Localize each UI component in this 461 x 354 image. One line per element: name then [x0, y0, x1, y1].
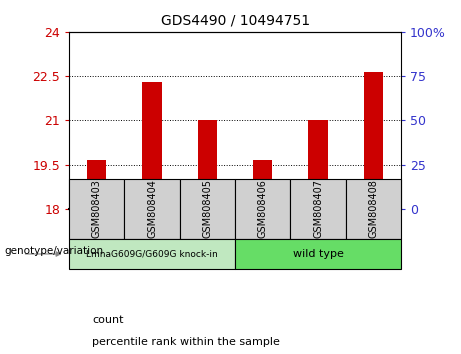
Bar — [124, 179, 180, 239]
Bar — [69, 239, 235, 269]
Bar — [87, 160, 106, 209]
Text: genotype/variation: genotype/variation — [5, 246, 104, 256]
Bar — [142, 82, 162, 209]
Text: GSM808406: GSM808406 — [258, 179, 268, 238]
Bar — [198, 120, 217, 209]
Bar — [69, 179, 124, 239]
Title: GDS4490 / 10494751: GDS4490 / 10494751 — [160, 14, 310, 28]
Text: GSM808407: GSM808407 — [313, 179, 323, 238]
Text: percentile rank within the sample: percentile rank within the sample — [92, 337, 280, 347]
Text: GSM808408: GSM808408 — [368, 179, 378, 238]
Bar — [364, 72, 383, 209]
Bar — [365, 200, 382, 204]
Bar — [180, 179, 235, 239]
Text: count: count — [92, 315, 124, 325]
Bar — [253, 160, 272, 209]
Bar — [346, 179, 401, 239]
Text: GSM808404: GSM808404 — [147, 179, 157, 238]
Bar — [199, 200, 216, 204]
Text: LmnaG609G/G609G knock-in: LmnaG609G/G609G knock-in — [86, 250, 218, 258]
Bar — [144, 200, 160, 204]
Bar — [310, 200, 326, 204]
Bar — [308, 120, 328, 209]
Bar — [89, 200, 105, 204]
Text: GSM808403: GSM808403 — [92, 179, 102, 238]
Text: GSM808405: GSM808405 — [202, 179, 213, 238]
Bar — [235, 179, 290, 239]
Text: wild type: wild type — [293, 249, 343, 259]
Bar — [235, 239, 401, 269]
Bar — [290, 179, 346, 239]
Bar — [254, 200, 271, 204]
